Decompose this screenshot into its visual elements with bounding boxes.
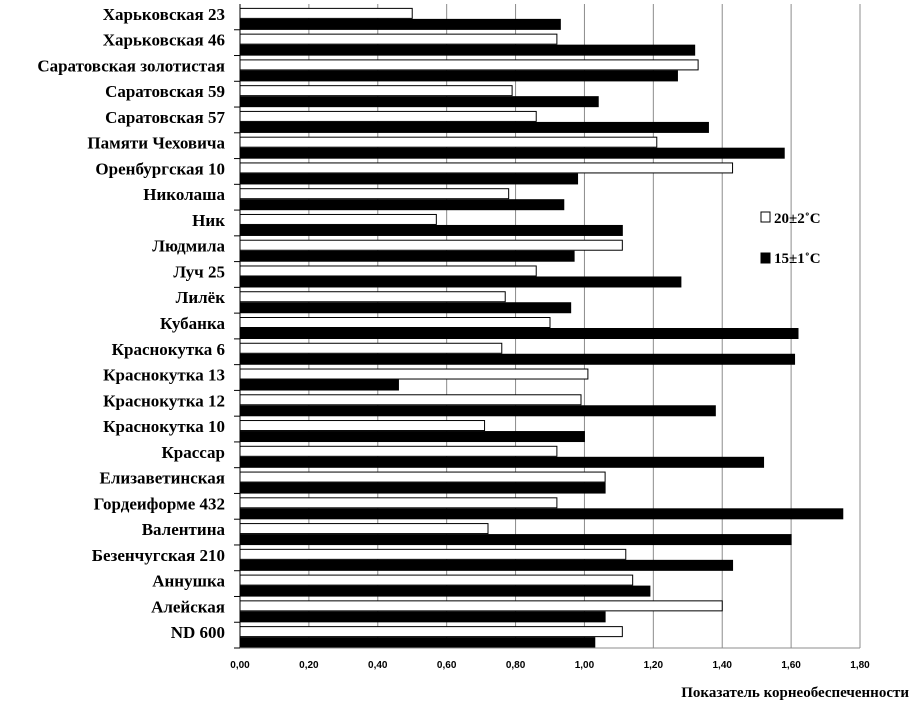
bar-warm — [239, 59, 699, 71]
x-tick-label: 1,40 — [712, 660, 732, 671]
category-label: Безенчугская 210 — [92, 546, 225, 565]
x-tick-label: 1,00 — [575, 660, 595, 671]
bar-warm — [239, 188, 510, 200]
bar-cool — [239, 18, 561, 30]
category-label: Луч 25 — [173, 262, 225, 281]
category-label: Алейская — [151, 597, 225, 616]
category-label: Краснокутка 6 — [112, 340, 225, 359]
category-label: Оренбургская 10 — [95, 159, 225, 178]
bar-warm — [239, 471, 606, 483]
bar-warm — [239, 394, 582, 406]
bar-warm — [239, 33, 558, 45]
bar-cool — [239, 534, 792, 546]
category-label: Краснокутка 13 — [103, 366, 225, 385]
category-label: Памяти Чеховича — [87, 134, 225, 153]
bar-warm — [239, 213, 437, 225]
bar-cool — [239, 482, 606, 494]
category-label: Ник — [192, 211, 225, 230]
bar-cool — [239, 199, 565, 211]
bar-cool — [239, 585, 651, 597]
bar-warm — [239, 239, 623, 251]
bars — [239, 7, 844, 649]
bar-warm — [239, 497, 558, 509]
bar-cool — [239, 508, 844, 520]
bar-cool — [239, 276, 682, 288]
bar-cool — [239, 637, 596, 649]
category-label: Крассар — [161, 443, 225, 462]
category-label: Саратовская 57 — [105, 108, 225, 127]
bar-cool — [239, 379, 399, 391]
legend-swatch-0 — [760, 211, 771, 223]
category-label: Саратовская 59 — [105, 82, 225, 101]
bar-cool — [239, 328, 799, 339]
bar-warm — [239, 136, 658, 148]
category-labels: Харьковская 23 Харьковская 46 Саратовская … — [37, 5, 225, 642]
legend-label-1: 15±1˚C — [774, 251, 821, 267]
bar-cool — [239, 431, 585, 443]
bar-warm — [239, 548, 627, 560]
bar-cool — [239, 559, 734, 571]
legend: 20±2˚C 15±1˚C — [760, 211, 821, 267]
bar-cool — [239, 44, 696, 56]
bar-cool — [239, 224, 623, 236]
bar-cool — [239, 353, 796, 365]
category-label: Елизаветинская — [100, 469, 225, 488]
bar-warm — [239, 7, 413, 19]
bar-cool — [239, 405, 716, 417]
bar-cool — [239, 456, 765, 468]
bar-warm — [239, 85, 513, 97]
bar-warm — [239, 420, 486, 432]
x-tick-label: 1,20 — [644, 660, 664, 671]
bar-cool — [239, 70, 678, 82]
bar-warm — [239, 445, 558, 457]
x-tick-label: 0,00 — [230, 660, 250, 671]
bar-warm — [239, 265, 537, 277]
x-tick-label: 0,40 — [368, 660, 388, 671]
legend-label-0: 20±2˚C — [774, 211, 821, 227]
category-label: Валентина — [142, 520, 226, 539]
category-label: Гордеиформе 432 — [94, 494, 225, 513]
category-label: Лилёк — [176, 288, 226, 307]
x-tick-label: 0,20 — [299, 660, 319, 671]
bar-warm — [239, 291, 506, 303]
bar-cool — [239, 147, 785, 159]
category-label: Краснокутка 10 — [103, 417, 225, 436]
category-label: Краснокутка 12 — [103, 391, 225, 410]
x-axis-title: Показатель корнеобеспеченности — [681, 685, 909, 701]
axes — [234, 4, 860, 649]
bar-warm — [239, 574, 634, 586]
category-label: Харьковская 23 — [103, 5, 225, 24]
category-label: Николаша — [143, 185, 225, 204]
bar-cool — [239, 121, 709, 133]
bar-warm — [239, 342, 503, 354]
tick-labels: 0,00 0,20 0,40 0,60 0,80 1,00 1,20 1,40 1,60 1,80 — [230, 660, 870, 671]
bar-warm — [239, 317, 551, 328]
bar-warm — [239, 162, 734, 174]
legend-swatch-1 — [760, 252, 771, 264]
x-tick-label: 1,60 — [781, 660, 801, 671]
bar-warm — [239, 600, 723, 612]
bar-warm — [239, 523, 489, 535]
category-label: ND 600 — [171, 623, 225, 642]
bar-warm — [239, 368, 589, 380]
bar-cool — [239, 173, 579, 185]
category-label: Харьковская 46 — [103, 31, 225, 50]
category-label: Людмила — [152, 237, 225, 256]
category-label: Кубанка — [160, 314, 226, 333]
category-label: Саратовская золотистая — [37, 56, 225, 75]
bar-warm — [239, 626, 623, 638]
x-tick-label: 0,80 — [506, 660, 526, 671]
bar-cool — [239, 302, 572, 314]
bar-cool — [239, 96, 599, 108]
x-tick-label: 1,80 — [850, 660, 870, 671]
bar-warm — [239, 110, 537, 122]
bar-cool — [239, 250, 575, 262]
category-label: Аннушка — [152, 572, 225, 591]
x-tick-label: 0,60 — [437, 660, 457, 671]
bar-cool — [239, 611, 606, 623]
